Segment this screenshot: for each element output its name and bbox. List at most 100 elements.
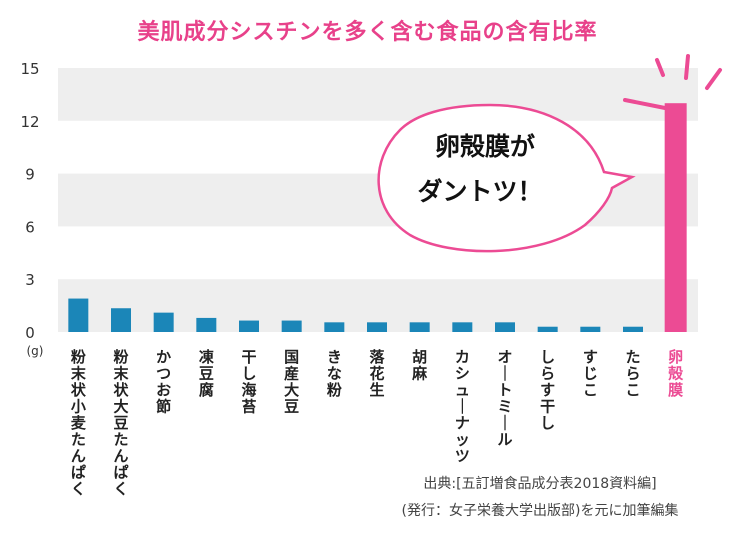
- y-tick-label: 12: [20, 113, 39, 131]
- x-tick-label-char: ん: [71, 447, 86, 465]
- bar: [281, 320, 302, 332]
- bar: [153, 312, 174, 332]
- x-tick-label-char: ト: [497, 381, 512, 399]
- x-tick-label-char: か: [156, 348, 171, 366]
- x-tick-label-char: オ: [497, 348, 512, 366]
- x-tick-label-char: 凍: [199, 348, 215, 366]
- callout-line2: ダントツ！: [417, 177, 542, 206]
- y-tick-label: 15: [20, 60, 39, 78]
- x-tick-label-char: 生: [369, 381, 384, 399]
- x-tick-label-char: こ: [583, 381, 598, 399]
- emphasis-strokes: [623, 54, 722, 110]
- x-tick-label-char: 国: [284, 348, 299, 366]
- x-tick-label-char: 苔: [241, 398, 256, 416]
- x-tick-label-char: 干: [241, 348, 256, 366]
- x-tick-label-char: す: [583, 348, 598, 366]
- bar: [68, 298, 89, 332]
- bar: [452, 322, 473, 332]
- x-tick-label-char: 状: [71, 381, 87, 399]
- x-tick-label-char: し: [540, 414, 555, 432]
- x-tick-label-char: 豆: [199, 365, 214, 383]
- y-tick-label: 0: [25, 324, 35, 342]
- x-tick-label-char: 末: [113, 365, 129, 383]
- y-unit-label: (g): [27, 344, 44, 358]
- x-tick-label-char: し: [540, 348, 555, 366]
- x-tick-label-char: ッ: [455, 431, 470, 449]
- bar: [495, 322, 515, 332]
- x-tick-label-char: 海: [241, 381, 256, 399]
- x-tick-label-char: 干: [540, 398, 555, 416]
- x-tick-label-char: た: [71, 431, 86, 449]
- bar: [367, 322, 387, 332]
- x-tick-label-char: た: [113, 431, 128, 449]
- x-tick-label-char: 粉: [327, 381, 342, 399]
- callout-line1: 卵殻膜が: [435, 132, 535, 161]
- x-tick-label-char: つ: [156, 365, 171, 383]
- x-tick-label-char: ミ: [497, 398, 512, 416]
- x-tick-label-char: 節: [156, 398, 171, 416]
- x-tick-label-char: 胡: [412, 348, 427, 366]
- x-tick-label-char: 豆: [113, 414, 128, 432]
- x-tick-label-char: 落: [369, 348, 385, 366]
- y-tick-label: 3: [25, 271, 35, 289]
- x-tick-label-char: ル: [497, 431, 512, 449]
- x-tick-label-char: 麦: [71, 414, 87, 432]
- x-tick-label-char: す: [540, 381, 555, 399]
- x-tick-label-char: し: [241, 365, 256, 383]
- bar: [537, 326, 558, 332]
- x-tick-label-char: 小: [71, 398, 86, 416]
- x-tick-label-char: ュ: [455, 381, 470, 399]
- x-tick-label-char: た: [625, 348, 640, 366]
- x-axis-labels: 粉末状小麦たんぱく粉末状大豆たんぱくかつお節凍豆腐干し海苔国産大豆きな粉落花生胡…: [71, 348, 684, 498]
- x-tick-label-char: ｜: [497, 365, 512, 383]
- x-tick-label-char: シ: [455, 365, 470, 383]
- x-tick-label-char: ぱ: [113, 464, 128, 482]
- x-tick-label-char: 大: [284, 381, 299, 399]
- source-line-2: (発行：女子栄養大学出版部)を元に加筆編集: [401, 503, 679, 519]
- x-tick-label-char: こ: [625, 381, 640, 399]
- y-tick-label: 6: [25, 218, 35, 236]
- x-tick-label-char: ら: [625, 365, 640, 383]
- grid-band: [58, 68, 698, 121]
- bar: [623, 326, 643, 332]
- x-tick-label-char: 末: [71, 365, 87, 383]
- x-tick-label-char: 粉: [71, 348, 86, 366]
- x-tick-label-char: き: [327, 348, 342, 366]
- x-tick-label-char: ら: [540, 365, 555, 383]
- x-tick-label-char: 豆: [284, 398, 299, 416]
- x-tick-label-char: く: [113, 480, 128, 498]
- x-tick-label-char: 膜: [668, 381, 683, 399]
- x-tick-label-char: 産: [284, 365, 299, 383]
- y-axis-ticks: 0 3 6 9 12 15: [20, 60, 39, 342]
- bar-highlight: [664, 103, 687, 332]
- bar: [239, 320, 259, 332]
- x-tick-label-char: 麻: [411, 365, 428, 383]
- x-tick-label-char: ツ: [455, 447, 470, 465]
- bar: [324, 322, 345, 332]
- bar: [196, 317, 217, 332]
- speech-bubble: 卵殻膜が ダントツ！: [377, 103, 636, 253]
- bars: [68, 103, 687, 332]
- bar: [409, 322, 430, 332]
- x-tick-label-char: 粉: [113, 348, 128, 366]
- x-tick-label-char: 大: [113, 398, 128, 416]
- x-tick-label-char: 腐: [199, 381, 214, 399]
- y-tick-label: 9: [25, 166, 35, 184]
- x-tick-label-char: 状: [113, 381, 129, 399]
- x-tick-label-char: 殻: [668, 365, 684, 383]
- x-tick-label-char: ぱ: [71, 464, 86, 482]
- x-tick-label-char: な: [327, 365, 342, 383]
- bar: [580, 326, 601, 332]
- x-tick-label-char: ｜: [455, 398, 470, 416]
- chart-title: 美肌成分シスチンを多く含む食品の含有比率: [137, 19, 598, 45]
- x-tick-label-char: 卵: [668, 348, 683, 366]
- x-tick-label-char: く: [71, 480, 86, 498]
- x-tick-label-char: ナ: [455, 414, 470, 432]
- x-tick-label-char: お: [156, 381, 171, 399]
- x-tick-label-char: カ: [455, 348, 470, 366]
- x-tick-label-char: ｜: [497, 414, 512, 432]
- x-tick-label-char: ん: [113, 447, 128, 465]
- source-line-1: 出典:[五訂増食品成分表2018資料編]: [423, 476, 657, 492]
- bar: [111, 308, 131, 332]
